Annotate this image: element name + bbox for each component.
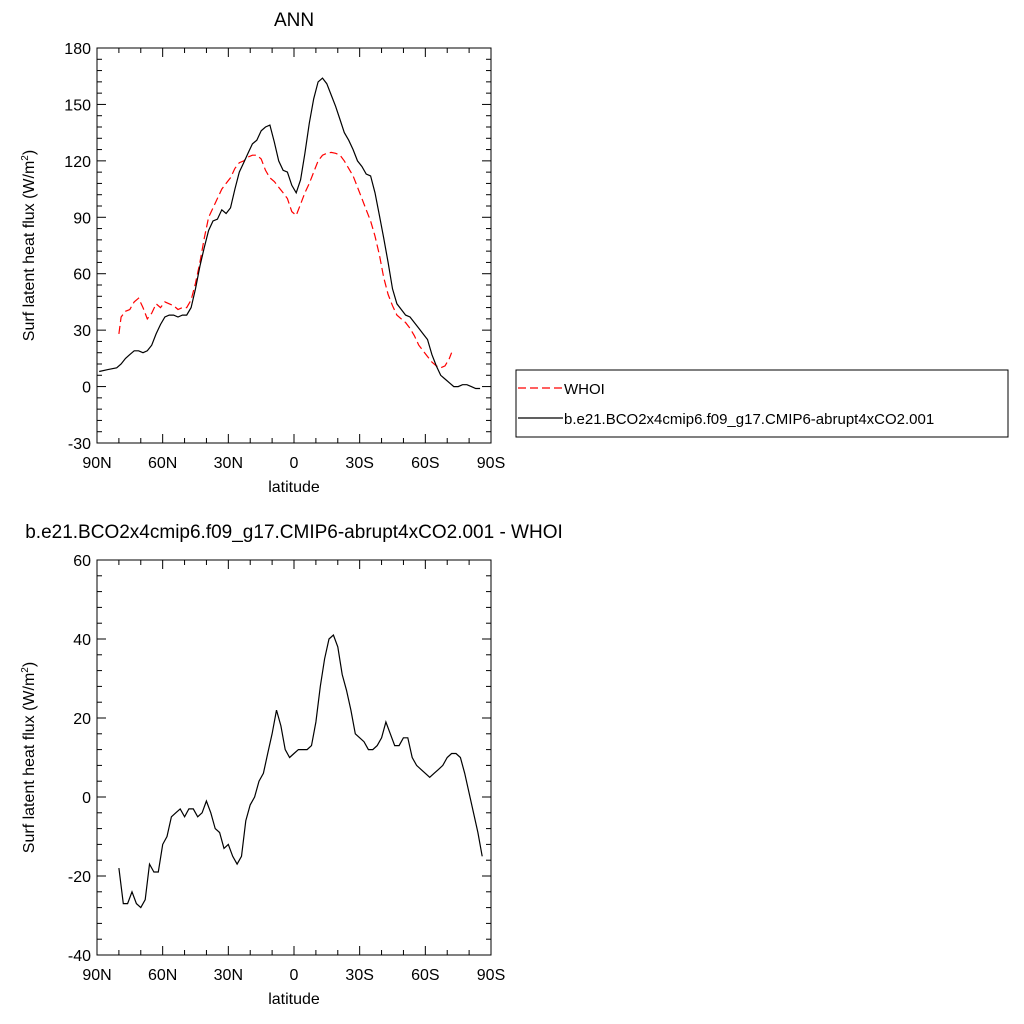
series-line-1 <box>99 77 481 390</box>
x-tick-label: 60S <box>411 455 439 472</box>
y-tick-label: 90 <box>73 210 91 227</box>
chart-title: b.e21.BCO2x4cmip6.f09_g17.CMIP6-abrupt4x… <box>25 522 563 543</box>
y-tick-label: -40 <box>68 948 91 965</box>
series-line-0 <box>118 151 453 369</box>
plot-frame <box>96 47 492 444</box>
top-plot: 90N 60N 30N 0 30S 60S 90S -30 0 30 60 90 120 150 180 AN… <box>20 10 1009 496</box>
x-tick-label: 90S <box>477 967 505 984</box>
series-line-0 <box>118 633 483 909</box>
y-axis-label: Surf latent heat flux (W/m2) <box>20 662 38 853</box>
x-tick-label: 30S <box>345 967 373 984</box>
x-tick-label: 0 <box>290 967 299 984</box>
y-axis-label: Surf latent heat flux (W/m2) <box>20 150 38 341</box>
x-axis-label: latitude <box>268 991 320 1008</box>
legend-label: WHOI <box>564 381 605 398</box>
plot-frame <box>96 559 492 956</box>
y-tick-label: -30 <box>68 436 91 453</box>
y-tick-label: 0 <box>82 790 91 807</box>
chart-title: ANN <box>274 10 314 31</box>
x-tick-label: 60N <box>148 455 177 472</box>
x-axis-label: latitude <box>268 479 320 496</box>
y-tick-label: 60 <box>73 267 91 284</box>
x-tick-label: 60S <box>411 967 439 984</box>
legend-label: b.e21.BCO2x4cmip6.f09_g17.CMIP6-abrupt4x… <box>564 411 934 428</box>
x-tick-label: 90N <box>82 967 111 984</box>
x-tick-label: 90S <box>477 455 505 472</box>
y-tick-label: 120 <box>64 154 91 171</box>
x-tick-label: 30N <box>214 455 243 472</box>
x-tick-label: 60N <box>148 967 177 984</box>
y-tick-label: -20 <box>68 869 91 886</box>
y-tick-label: 0 <box>82 380 91 397</box>
y-tick-label: 180 <box>64 41 91 58</box>
difference-plot: 90N 60N 30N 0 30S 60S 90S -40 -20 0 20 40 60 b.e21.BC… <box>20 522 563 1008</box>
x-tick-label: 0 <box>290 455 299 472</box>
x-tick-label: 30S <box>345 455 373 472</box>
x-tick-label: 90N <box>82 455 111 472</box>
y-tick-label: 40 <box>73 632 91 649</box>
y-tick-label: 30 <box>73 323 91 340</box>
y-tick-label: 60 <box>73 553 91 570</box>
y-tick-label: 150 <box>64 97 91 114</box>
y-tick-label: 20 <box>73 711 91 728</box>
legend-box <box>515 369 1009 438</box>
x-tick-label: 30N <box>214 967 243 984</box>
